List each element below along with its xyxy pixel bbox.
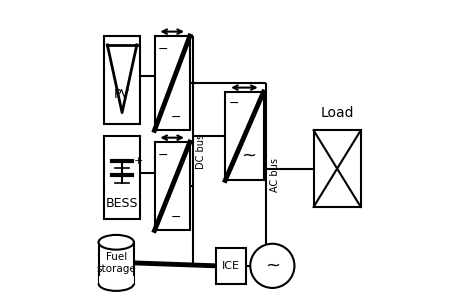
Text: −: − (171, 211, 181, 224)
Text: ~: ~ (241, 147, 255, 165)
Text: −: − (171, 111, 181, 123)
Bar (314, 130, 361, 207)
Text: AC bus: AC bus (270, 157, 280, 192)
Circle shape (250, 244, 294, 288)
Ellipse shape (99, 235, 134, 250)
Text: +: + (134, 155, 143, 165)
Text: PV: PV (114, 89, 130, 102)
Text: −: − (158, 43, 169, 56)
Text: Fuel
storage: Fuel storage (96, 252, 136, 274)
Bar (104, 36, 140, 124)
Bar (104, 136, 140, 219)
Bar (216, 248, 246, 284)
Bar (155, 36, 190, 130)
Text: Load: Load (320, 106, 354, 120)
Text: BESS: BESS (106, 197, 138, 210)
Text: −: − (229, 97, 239, 110)
Bar (155, 142, 190, 231)
Text: ~: ~ (265, 257, 280, 275)
Bar (225, 92, 264, 180)
Text: ICE: ICE (222, 261, 240, 271)
Bar (99, 276, 134, 284)
Text: −: − (158, 149, 169, 162)
Text: DC bus: DC bus (196, 133, 206, 168)
